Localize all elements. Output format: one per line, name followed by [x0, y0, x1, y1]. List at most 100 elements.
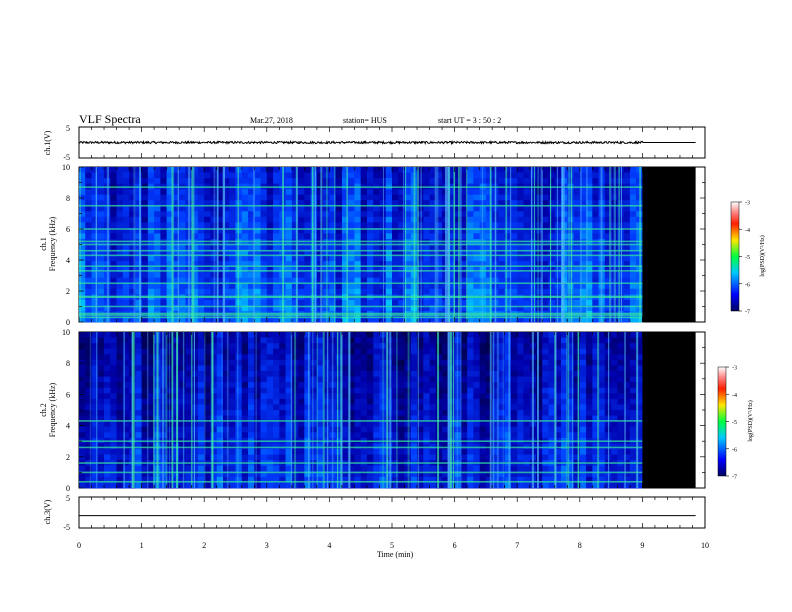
spectrogram-cell: [535, 299, 543, 306]
spectrogram-cell: [373, 216, 380, 223]
spectrogram-cell: [498, 305, 506, 312]
spectrogram-cell: [366, 250, 374, 256]
spectrogram-cell: [135, 365, 142, 372]
spectrogram-cell: [298, 167, 305, 173]
spectrogram-cell: [404, 211, 412, 218]
spectrogram-cell: [216, 283, 224, 290]
spectrogram-cell: [385, 482, 393, 489]
spectrogram-cell: [498, 354, 506, 361]
spectrogram-cell: [141, 337, 149, 344]
spectrogram-cell: [248, 288, 255, 295]
spectrogram-cell: [454, 410, 462, 416]
spectrogram-cell: [210, 415, 218, 422]
spectrogram-cell: [110, 382, 117, 389]
spectrogram-cell: [141, 211, 149, 218]
spectrogram-cell: [485, 233, 493, 240]
spectrogram-cell: [179, 261, 186, 268]
spectrogram-cell: [385, 189, 393, 196]
spectrogram-cell: [166, 476, 174, 483]
spectrogram-cell: [135, 266, 142, 273]
spectrogram-cell: [561, 277, 568, 284]
spectrogram-cell: [85, 426, 92, 433]
spectrogram-cell: [510, 359, 518, 366]
spectrogram-cell: [166, 343, 174, 350]
spectrogram-cell: [392, 465, 399, 472]
spectrogram-cell: [304, 255, 312, 262]
spectrogram-cell: [298, 387, 305, 394]
spectrogram-cell: [273, 227, 280, 234]
spectrogram-cell: [348, 189, 355, 196]
spectrogram-cell: [429, 255, 437, 262]
spectrogram-cell: [417, 387, 424, 394]
spectrogram-cell: [348, 167, 355, 173]
spectrogram-cell: [298, 299, 305, 306]
spectrogram-cell: [97, 288, 105, 295]
spectrogram-cell: [392, 426, 399, 433]
spectrogram-cell: [548, 222, 556, 229]
spectrogram-cell: [110, 454, 117, 461]
spectrogram-cell: [304, 305, 312, 312]
spectrogram-cell: [467, 227, 474, 234]
spectrogram-cell: [354, 205, 362, 212]
spectrogram-cell: [385, 266, 393, 273]
spectrogram-cell: [316, 305, 324, 312]
spectrogram-cell: [404, 354, 412, 361]
spectrogram-cell: [448, 305, 455, 312]
spectrogram-cell: [310, 200, 318, 207]
spectrogram-cell: [91, 233, 99, 240]
spectrogram-cell: [611, 211, 618, 218]
spectrogram-cell: [573, 189, 581, 196]
spectrogram-cell: [517, 348, 524, 355]
spectrogram-cell: [97, 354, 105, 361]
spectrogram-cell: [91, 410, 99, 416]
spectrogram-burst: [417, 167, 419, 322]
spectrogram-cell: [154, 272, 161, 279]
spectrogram-cell: [85, 371, 92, 377]
spectrogram-cell: [141, 178, 149, 185]
spectrogram-cell: [473, 471, 481, 478]
spectrogram-cell: [154, 194, 161, 201]
spectrogram-burst: [495, 167, 497, 322]
spectrogram-cell: [166, 250, 174, 256]
spectrogram-cell: [517, 216, 524, 223]
spectrogram-cell: [260, 266, 268, 273]
spectrogram-cell: [197, 222, 205, 229]
spectrogram-cell: [335, 266, 343, 273]
spectrogram-cell: [135, 348, 142, 355]
spectrogram-cell: [460, 167, 468, 173]
spectrogram-cell: [554, 205, 562, 212]
spectrogram-cell: [535, 471, 543, 478]
spectrogram-cell: [291, 332, 299, 338]
spectrogram-cell: [410, 387, 418, 394]
spectrogram-cell: [398, 194, 405, 201]
spectrogram-cell: [410, 443, 418, 450]
spectrogram-cell: [354, 482, 362, 489]
spectrogram-cell: [473, 465, 481, 472]
spectrogram-cell: [392, 299, 399, 306]
spectrogram-cell: [379, 376, 387, 383]
spectrogram-cell: [442, 398, 449, 405]
spectrogram-cell: [310, 283, 318, 290]
spectrogram-cell: [561, 272, 568, 279]
spectrogram-cell: [323, 216, 330, 223]
spectrogram-cell: [348, 410, 355, 416]
spectrogram-cell: [548, 359, 556, 366]
spectrogram-cell: [366, 172, 374, 179]
spectrogram-cell: [229, 227, 236, 234]
spectrogram-cell: [260, 443, 268, 450]
spectrogram-cell: [104, 421, 111, 428]
spectrogram-cell: [122, 316, 130, 323]
spectrogram-cell: [592, 189, 599, 196]
spectrogram-cell: [97, 371, 105, 377]
spectrogram-cell: [122, 421, 130, 428]
spectrogram-cell: [97, 393, 105, 400]
spectrogram-cell: [291, 482, 299, 489]
spectrogram-cell: [354, 382, 362, 389]
spectrogram-cell: [435, 471, 443, 478]
spectrogram-cell: [523, 233, 531, 240]
spectrogram-cell: [423, 359, 430, 366]
spectrogram-cell: [366, 365, 374, 372]
spectrogram-cell: [392, 404, 399, 411]
spectrogram-cell: [429, 222, 437, 229]
spectrogram-cell: [235, 432, 243, 439]
